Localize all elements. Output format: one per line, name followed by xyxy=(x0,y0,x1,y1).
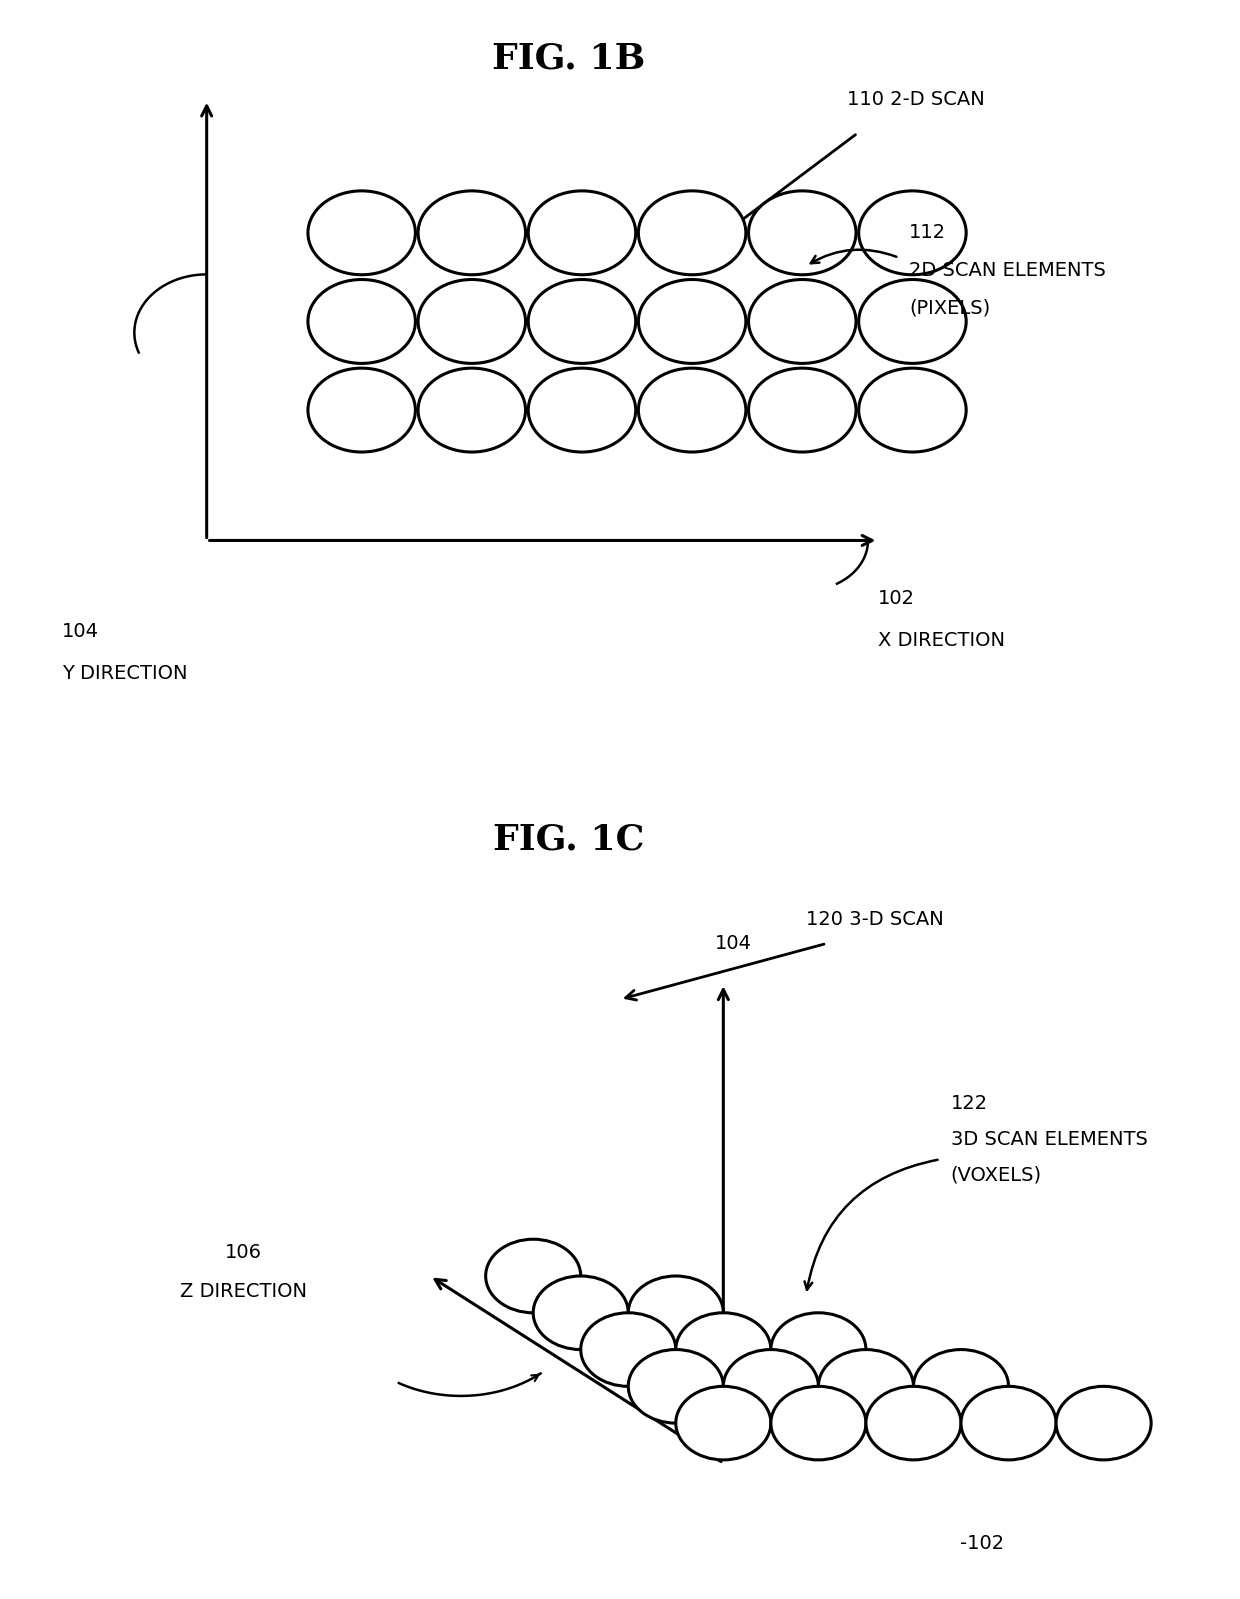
Ellipse shape xyxy=(528,368,636,453)
Text: X DIRECTION: X DIRECTION xyxy=(878,630,1006,649)
Ellipse shape xyxy=(866,1386,961,1460)
Text: 112: 112 xyxy=(909,224,946,243)
Ellipse shape xyxy=(1056,1386,1151,1460)
Ellipse shape xyxy=(629,1276,723,1350)
Ellipse shape xyxy=(723,1350,818,1423)
Ellipse shape xyxy=(418,368,526,453)
Text: (PIXELS): (PIXELS) xyxy=(909,297,991,317)
Ellipse shape xyxy=(528,190,636,275)
Text: 3D SCAN ELEMENTS: 3D SCAN ELEMENTS xyxy=(951,1130,1147,1148)
Ellipse shape xyxy=(580,1313,676,1386)
Ellipse shape xyxy=(858,368,966,453)
Text: 102: 102 xyxy=(878,588,915,608)
Text: 110 2-D SCAN: 110 2-D SCAN xyxy=(847,90,985,109)
Text: 104: 104 xyxy=(715,934,753,953)
Ellipse shape xyxy=(676,1386,771,1460)
Ellipse shape xyxy=(771,1386,866,1460)
Ellipse shape xyxy=(749,190,856,275)
Ellipse shape xyxy=(528,280,636,363)
Text: 106: 106 xyxy=(226,1242,263,1262)
Text: 122: 122 xyxy=(951,1094,988,1113)
Ellipse shape xyxy=(639,280,745,363)
Ellipse shape xyxy=(308,190,415,275)
Ellipse shape xyxy=(858,280,966,363)
Text: FIG. 1C: FIG. 1C xyxy=(492,822,644,857)
Ellipse shape xyxy=(308,368,415,453)
Text: Z DIRECTION: Z DIRECTION xyxy=(180,1282,308,1302)
Text: FIG. 1B: FIG. 1B xyxy=(492,42,645,75)
Ellipse shape xyxy=(639,368,745,453)
Ellipse shape xyxy=(629,1350,723,1423)
Ellipse shape xyxy=(771,1313,866,1386)
Text: 104: 104 xyxy=(62,622,99,641)
Ellipse shape xyxy=(914,1350,1008,1423)
Text: 2D SCAN ELEMENTS: 2D SCAN ELEMENTS xyxy=(909,261,1106,280)
Ellipse shape xyxy=(639,190,745,275)
Ellipse shape xyxy=(418,280,526,363)
Ellipse shape xyxy=(676,1313,771,1386)
Text: 120 3-D SCAN: 120 3-D SCAN xyxy=(806,910,944,929)
Ellipse shape xyxy=(961,1386,1056,1460)
Ellipse shape xyxy=(308,280,415,363)
Ellipse shape xyxy=(749,368,856,453)
Text: (VOXELS): (VOXELS) xyxy=(951,1166,1042,1185)
Ellipse shape xyxy=(418,190,526,275)
Ellipse shape xyxy=(858,190,966,275)
Ellipse shape xyxy=(533,1276,629,1350)
Ellipse shape xyxy=(749,280,856,363)
Text: -102: -102 xyxy=(960,1533,1003,1553)
Ellipse shape xyxy=(486,1239,580,1313)
Ellipse shape xyxy=(818,1350,914,1423)
Text: Y DIRECTION: Y DIRECTION xyxy=(62,664,187,683)
